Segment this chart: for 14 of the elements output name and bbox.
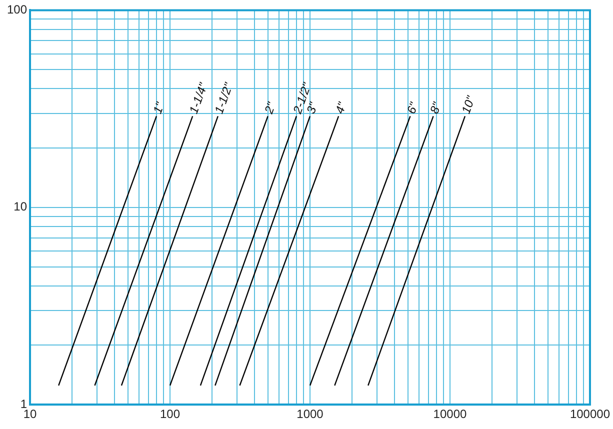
text: 1-1/4" bbox=[186, 80, 211, 116]
text: 2" bbox=[261, 100, 279, 116]
x-tick-label: 1000 bbox=[296, 407, 324, 422]
text: 4" bbox=[332, 100, 350, 116]
text: 1-1/2" bbox=[212, 80, 236, 116]
text: 8" bbox=[427, 100, 444, 116]
x-tick-label: 10000 bbox=[433, 407, 467, 422]
text: 6" bbox=[404, 100, 422, 116]
text: 1" bbox=[150, 100, 168, 116]
y-tick-label: 100 bbox=[6, 2, 28, 17]
y-tick-label: 10 bbox=[14, 200, 28, 214]
x-tick-label: 100 bbox=[160, 407, 180, 422]
text: 10" bbox=[458, 94, 478, 116]
x-tick-label: 100000 bbox=[570, 407, 610, 422]
